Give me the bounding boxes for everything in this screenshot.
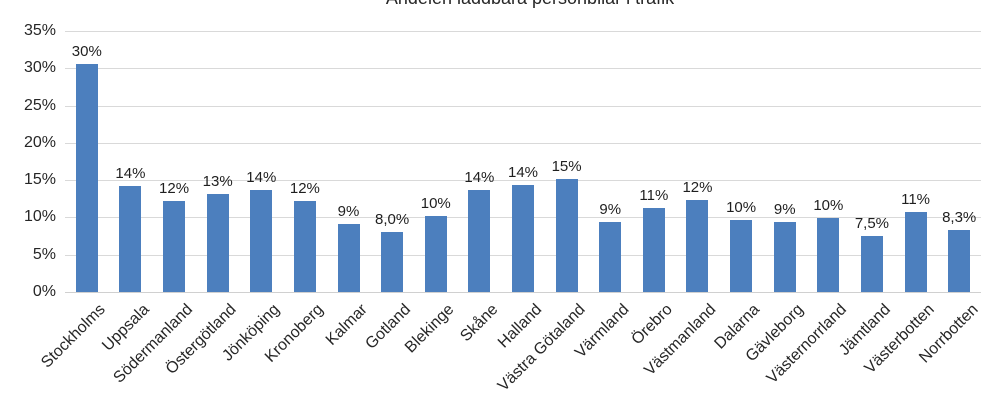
bar-value-label: 14% — [464, 168, 495, 186]
bar — [860, 236, 883, 292]
bar — [948, 230, 971, 292]
bar — [424, 215, 447, 292]
bar — [163, 201, 186, 292]
bar-value-label: 14% — [246, 168, 277, 186]
bar — [381, 232, 404, 292]
bar-value-label: 8,3% — [942, 209, 977, 227]
bar — [773, 221, 796, 292]
bar-value-label: 8,0% — [375, 211, 410, 229]
bar — [730, 220, 753, 292]
bar — [75, 63, 98, 292]
gridline — [65, 292, 981, 293]
bar — [250, 189, 273, 292]
bar — [512, 184, 534, 292]
gridline — [65, 180, 981, 182]
bar-value-label: 30% — [71, 42, 102, 60]
bar — [642, 208, 665, 292]
bar — [468, 189, 491, 292]
gridline — [65, 105, 981, 107]
bar-value-label: 10% — [813, 197, 844, 215]
bar — [817, 218, 840, 292]
y-axis-tick-label: 30% — [23, 59, 56, 77]
y-axis-tick-label: 15% — [23, 171, 56, 189]
bar-value-label: 14% — [115, 165, 146, 183]
chart-title: Andelen laddbara personbilar i trafik — [60, 0, 1000, 7]
y-axis-tick-label: 0% — [32, 283, 56, 300]
bar-value-label: 15% — [551, 157, 582, 175]
bar-value-label: 12% — [682, 179, 713, 197]
bar — [904, 212, 927, 292]
bar-value-label: 9% — [599, 200, 622, 218]
bar-value-label: 9% — [337, 203, 360, 221]
bar — [686, 200, 709, 292]
bar-value-label: 12% — [289, 180, 320, 198]
bar-value-label: 10% — [726, 199, 757, 217]
gridline — [65, 68, 981, 70]
bar-value-label: 7,5% — [854, 215, 890, 233]
bar-value-label: 14% — [507, 163, 539, 181]
bar-value-label: 9% — [773, 200, 796, 218]
y-axis-tick-label: 5% — [32, 245, 56, 263]
gridline — [65, 31, 981, 32]
y-axis-tick-label: 20% — [23, 133, 56, 151]
bar — [599, 221, 622, 292]
y-axis-tick-label: 10% — [23, 208, 56, 226]
y-axis-tick-label: 25% — [23, 96, 56, 114]
bar — [119, 186, 142, 292]
bar-value-label: 11% — [901, 191, 931, 209]
bar — [293, 201, 316, 292]
x-axis-label: Stockholms — [38, 301, 109, 372]
y-axis-tick-label: 35% — [23, 22, 56, 39]
bar-value-label: 12% — [159, 180, 190, 198]
gridline — [65, 142, 981, 144]
bar — [337, 224, 360, 292]
bar — [555, 178, 578, 292]
bar — [206, 193, 229, 292]
bar-value-label: 10% — [420, 194, 451, 212]
bar-value-label: 13% — [202, 172, 233, 190]
bar-value-label: 11% — [639, 187, 669, 205]
